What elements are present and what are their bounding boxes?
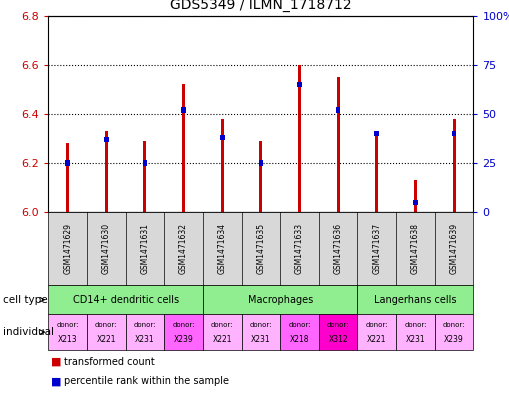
Text: individual: individual: [3, 327, 53, 337]
Text: CD14+ dendritic cells: CD14+ dendritic cells: [73, 295, 179, 305]
Text: donor:: donor:: [404, 322, 427, 328]
Bar: [259, 141, 263, 212]
Text: X231: X231: [251, 335, 271, 344]
Bar: [336, 77, 340, 212]
Bar: [297, 82, 302, 87]
Bar: [144, 141, 147, 212]
Text: donor:: donor:: [365, 322, 388, 328]
Text: transformed count: transformed count: [64, 356, 154, 367]
Text: donor:: donor:: [173, 322, 195, 328]
Text: donor:: donor:: [249, 322, 272, 328]
Text: donor:: donor:: [288, 322, 311, 328]
Bar: [181, 107, 186, 113]
Text: GSM1471639: GSM1471639: [449, 223, 459, 274]
Text: Langerhans cells: Langerhans cells: [374, 295, 457, 305]
Text: GSM1471629: GSM1471629: [63, 223, 72, 274]
Text: X312: X312: [328, 335, 348, 344]
Text: Macrophages: Macrophages: [247, 295, 313, 305]
Text: GSM1471633: GSM1471633: [295, 223, 304, 274]
Text: donor:: donor:: [443, 322, 465, 328]
Text: X231: X231: [135, 335, 155, 344]
Bar: [182, 84, 185, 212]
Bar: [413, 200, 418, 205]
Bar: [453, 119, 456, 212]
Text: GSM1471638: GSM1471638: [411, 223, 420, 274]
Text: X231: X231: [406, 335, 425, 344]
Text: X221: X221: [212, 335, 232, 344]
Bar: [259, 160, 263, 166]
Text: percentile rank within the sample: percentile rank within the sample: [64, 376, 229, 386]
Text: GSM1471630: GSM1471630: [102, 223, 111, 274]
Text: X218: X218: [290, 335, 309, 344]
Text: donor:: donor:: [95, 322, 118, 328]
Text: X221: X221: [367, 335, 386, 344]
Text: X239: X239: [174, 335, 193, 344]
Text: donor:: donor:: [211, 322, 234, 328]
Bar: [375, 131, 379, 136]
Bar: [143, 160, 147, 166]
Text: X221: X221: [97, 335, 116, 344]
Bar: [105, 131, 108, 212]
Text: GSM1471634: GSM1471634: [218, 223, 227, 274]
Bar: [375, 131, 378, 212]
Text: GSM1471631: GSM1471631: [140, 223, 150, 274]
Text: donor:: donor:: [327, 322, 349, 328]
Bar: [414, 180, 417, 212]
Bar: [65, 160, 70, 166]
Bar: [66, 143, 69, 212]
Text: GSM1471632: GSM1471632: [179, 223, 188, 274]
Text: X239: X239: [444, 335, 464, 344]
Bar: [104, 137, 108, 142]
Text: GSM1471636: GSM1471636: [333, 223, 343, 274]
Text: donor:: donor:: [134, 322, 156, 328]
Text: GSM1471635: GSM1471635: [257, 223, 265, 274]
Text: X213: X213: [58, 335, 77, 344]
Text: GSM1471637: GSM1471637: [372, 223, 381, 274]
Text: ■: ■: [51, 356, 62, 367]
Bar: [220, 135, 224, 140]
Bar: [298, 65, 301, 212]
Text: ■: ■: [51, 376, 62, 386]
Bar: [336, 107, 341, 113]
Text: cell type: cell type: [3, 295, 47, 305]
Title: GDS5349 / ILMN_1718712: GDS5349 / ILMN_1718712: [170, 0, 352, 12]
Bar: [221, 119, 224, 212]
Text: donor:: donor:: [56, 322, 79, 328]
Bar: [451, 131, 457, 136]
